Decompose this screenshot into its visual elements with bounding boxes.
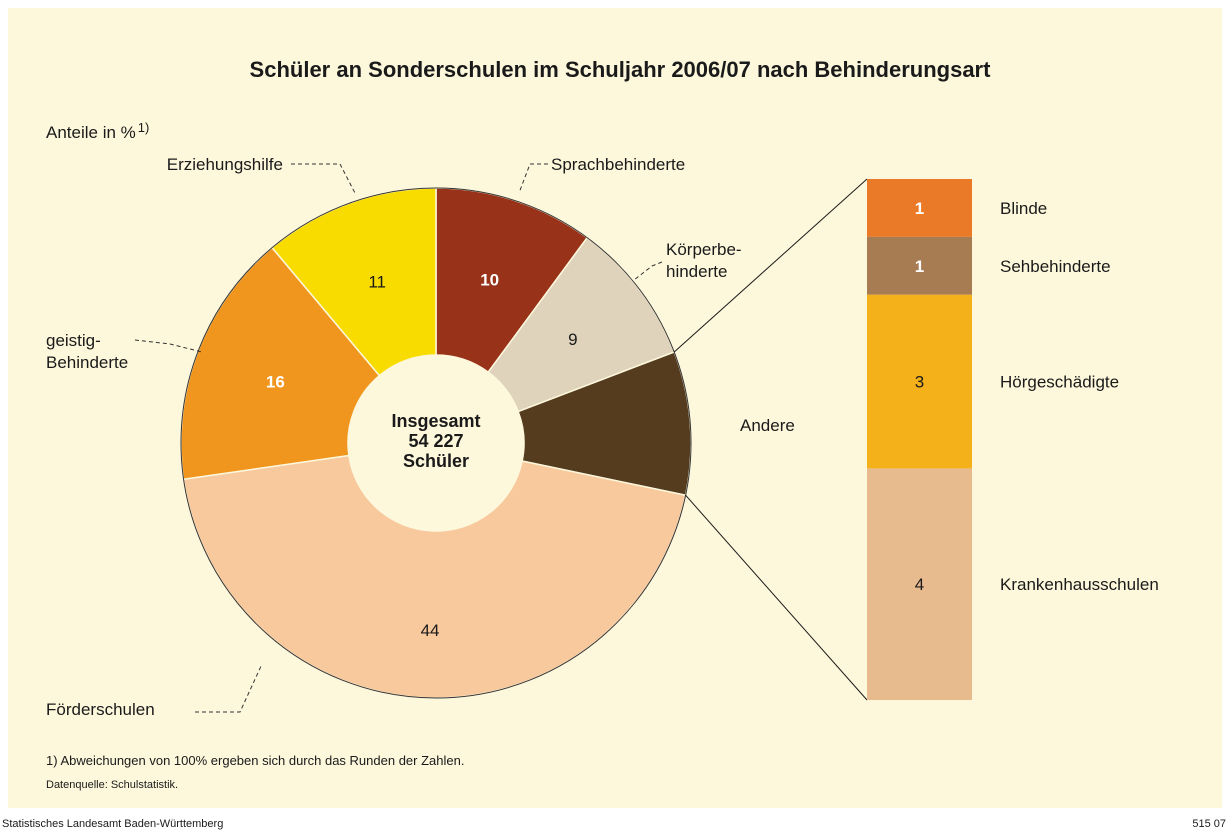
value-label: 9	[568, 330, 577, 349]
value-label: 44	[421, 621, 440, 640]
category-label: Erziehungshilfe	[167, 155, 283, 174]
source: Datenquelle: Schulstatistik.	[46, 779, 178, 791]
category-label: Andere	[740, 416, 795, 435]
leader-line	[518, 163, 548, 194]
bar-segment	[867, 294, 972, 469]
center-label: Insgesamt	[391, 411, 480, 431]
category-label: Behinderte	[46, 353, 128, 372]
subtitle: Anteile in % 1)	[46, 120, 149, 142]
category-label: Hörgeschädigte	[1000, 373, 1119, 392]
category-label: Sprachbehinderte	[551, 155, 685, 174]
value-label: 4	[915, 575, 924, 594]
footer-right: 515 07	[1192, 818, 1226, 830]
value-label: 3	[915, 373, 924, 392]
connector-line	[673, 178, 868, 353]
leader-line	[633, 261, 663, 281]
leader-line	[195, 663, 263, 713]
category-label: geistig-	[46, 331, 101, 350]
category-label: Förderschulen	[46, 700, 155, 719]
subtitle-note: 1)	[138, 120, 150, 135]
value-label: 11	[368, 272, 386, 291]
value-label: 1	[915, 199, 924, 218]
category-label: Sehbehinderte	[1000, 257, 1111, 276]
pie-hole	[348, 355, 524, 531]
bar-segment	[867, 179, 972, 237]
value-label: 1	[915, 257, 924, 276]
chart-title: Schüler an Sonderschulen im Schuljahr 20…	[250, 57, 992, 82]
category-label: Krankenhausschulen	[1000, 575, 1159, 594]
footnote: 1) Abweichungen von 100% ergeben sich du…	[46, 753, 464, 768]
footer-left: Statistisches Landesamt Baden-Württember…	[2, 818, 223, 830]
center-label: 54 227	[408, 431, 463, 451]
category-label: Körperbe-	[666, 240, 742, 259]
bar-segment	[867, 236, 972, 295]
value-label: 10	[480, 271, 499, 290]
pie-outline	[180, 187, 692, 699]
subtitle-text: Anteile in %	[46, 123, 136, 142]
connector-line	[685, 494, 868, 701]
value-label: 16	[266, 373, 285, 392]
leader-line	[291, 163, 357, 196]
center-label: Schüler	[403, 451, 469, 471]
category-label: Blinde	[1000, 199, 1047, 218]
leader-line	[134, 339, 203, 353]
bar-segment	[867, 468, 972, 700]
category-label: hinderte	[666, 262, 727, 281]
